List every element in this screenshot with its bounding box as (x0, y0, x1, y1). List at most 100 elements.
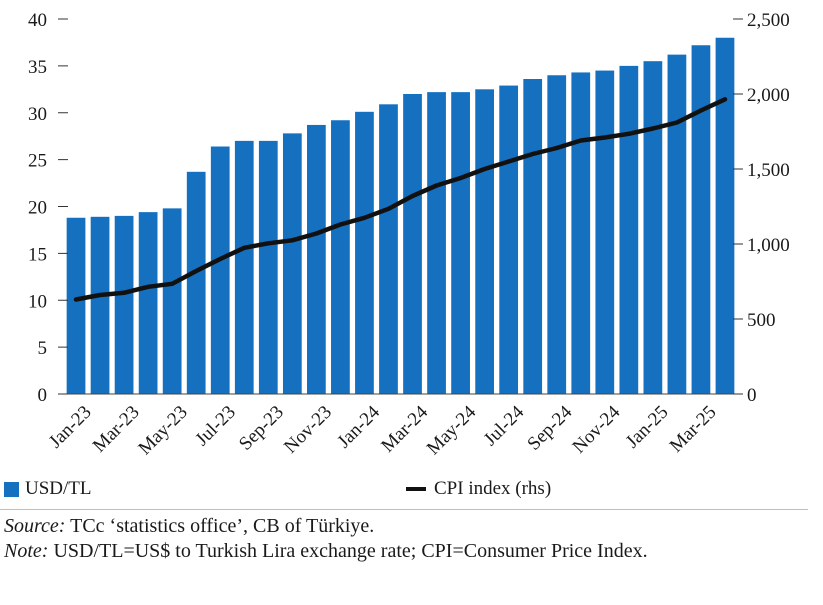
note-line: Note: USD/TL=US$ to Turkish Lira exchang… (4, 539, 806, 564)
cpi-point-may-23 (170, 282, 174, 286)
cpi-point-mar-23 (122, 291, 126, 295)
bar-oct-23 (282, 133, 302, 394)
x-tick-label: May-23 (134, 402, 191, 459)
cpi-point-apr-24 (435, 184, 439, 187)
y-left-tick-label: 15 (28, 244, 47, 265)
cpi-point-jan-23 (74, 298, 78, 301)
cpi-point-dec-24 (627, 132, 631, 136)
cpi-point-jul-24 (507, 160, 511, 163)
y-right-tick-label: 500 (747, 310, 776, 331)
bar-jan-25 (643, 61, 663, 394)
bar-feb-23 (90, 216, 110, 394)
y-left-tick-label: 25 (28, 151, 47, 172)
source-line: Source: TCc ‘statistics office’, CB of T… (4, 514, 806, 539)
x-tick-label: Sep-24 (523, 401, 576, 454)
bar-jun-23 (186, 171, 206, 394)
legend-usd-tl-label: USD/TL (25, 478, 92, 499)
x-tick-label: Mar-23 (89, 402, 144, 457)
cpi-point-feb-24 (386, 207, 390, 211)
y-right-tick-label: 2,500 (747, 10, 790, 31)
cpi-point-jan-24 (362, 216, 366, 220)
legend-cpi-label: CPI index (rhs) (434, 478, 552, 499)
cpi-point-aug-23 (242, 246, 246, 250)
divider (0, 509, 808, 510)
y-left-tick-label: 0 (38, 385, 48, 406)
bar-apr-25 (715, 37, 735, 394)
cpi-point-dec-23 (338, 223, 342, 226)
bar-nov-23 (307, 124, 326, 394)
cpi-point-may-24 (459, 176, 463, 180)
note-label: Note: (4, 540, 49, 562)
legend-item-cpi: CPI index (rhs) (406, 478, 551, 500)
chart: 0 5 10 15 20 25 30 35 40 0 500 1,000 1,500 2,000 2,500… (28, 10, 790, 459)
cpi-point-oct-24 (579, 139, 583, 142)
x-tick-label: Jan-23 (45, 402, 96, 453)
legend-item-usd-tl: USD/TL (4, 478, 92, 500)
x-tick-label: Jul-23 (191, 402, 239, 450)
cpi-point-nov-24 (603, 136, 607, 139)
cpi-point-jun-24 (483, 167, 487, 171)
y-right-tick-label: 1,500 (747, 160, 790, 181)
cpi-point-sep-24 (555, 146, 559, 150)
bar-sep-23 (258, 140, 278, 394)
cpi-point-oct-23 (290, 238, 294, 242)
x-tick-label: Mar-24 (377, 401, 432, 456)
bar-aug-24 (523, 79, 543, 394)
notes: Source: TCc ‘statistics office’, CB of T… (4, 514, 806, 564)
cpi-point-mar-24 (411, 194, 415, 198)
bar-dec-23 (331, 120, 350, 394)
x-tick-label: Sep-23 (235, 402, 288, 455)
cpi-point-aug-24 (531, 152, 535, 156)
bar-oct-24 (571, 72, 591, 394)
cpi-point-nov-23 (314, 232, 318, 235)
bar-dec-24 (619, 65, 639, 394)
bar-jul-23 (210, 146, 230, 394)
y-left-tick-label: 35 (28, 57, 47, 78)
y-left-tick-label: 20 (28, 198, 47, 219)
source-label: Source: (4, 515, 66, 537)
cpi-point-mar-25 (699, 109, 703, 112)
bar-series-usd-tl (66, 37, 735, 394)
bar-mar-24 (403, 94, 422, 394)
y-right-tick-label: 0 (747, 385, 757, 406)
cpi-point-jul-23 (218, 257, 222, 261)
bar-sep-24 (547, 75, 567, 394)
source-text: TCc ‘statistics office’, CB of Türkiye. (65, 515, 375, 537)
bar-aug-23 (234, 140, 254, 394)
cpi-point-feb-25 (675, 121, 679, 124)
cpi-point-jun-23 (194, 269, 198, 273)
x-tick-label: Jan-25 (622, 402, 673, 453)
x-tick-label: Mar-25 (666, 402, 721, 457)
cpi-point-apr-25 (723, 97, 727, 101)
y-right-tick-label: 1,000 (747, 235, 790, 256)
x-tick-label: May-24 (423, 401, 481, 459)
bar-jun-24 (475, 89, 494, 394)
bar-jul-24 (499, 85, 519, 394)
y-left-tick-label: 30 (28, 104, 47, 125)
cpi-point-apr-23 (146, 285, 150, 289)
cpi-point-feb-23 (98, 293, 102, 297)
bar-mar-25 (691, 45, 711, 394)
x-tick-label: Nov-24 (569, 401, 625, 457)
bar-jan-24 (355, 111, 374, 394)
cpi-line (73, 97, 728, 302)
legend-bar-swatch (4, 481, 19, 497)
legend-line-swatch (406, 487, 426, 491)
x-tick-label: Nov-23 (280, 402, 336, 458)
y-right-tick-label: 2,000 (747, 85, 790, 106)
bar-feb-24 (379, 104, 398, 394)
bar-apr-23 (138, 212, 158, 394)
x-tick-label: Jul-24 (480, 401, 529, 450)
bar-feb-25 (667, 54, 687, 394)
y-left-tick-label: 10 (28, 291, 47, 312)
line-series-cpi (73, 97, 728, 302)
note-text: USD/TL=US$ to Turkish Lira exchange rate… (48, 540, 648, 562)
bar-may-24 (451, 92, 470, 394)
bar-jan-23 (66, 217, 86, 394)
y-left-tick-label: 5 (38, 338, 48, 359)
bar-mar-23 (114, 215, 134, 394)
cpi-point-jan-25 (651, 127, 655, 130)
x-tick-label: Jan-24 (333, 401, 384, 452)
bar-nov-24 (595, 70, 615, 394)
bar-may-23 (162, 208, 182, 394)
